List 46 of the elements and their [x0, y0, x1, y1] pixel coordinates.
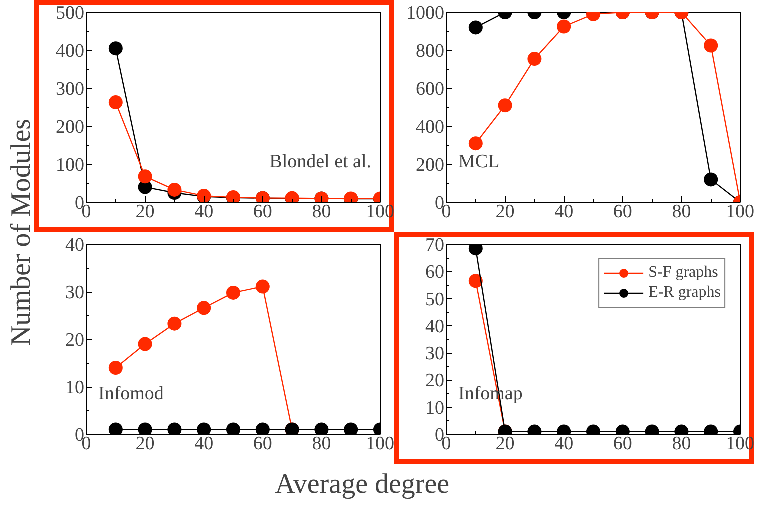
x-tick-label: 20 — [496, 202, 515, 222]
x-tick-label: 80 — [312, 434, 332, 454]
legend-label: E-R graphs — [648, 284, 721, 302]
y-tick-label: 10 — [66, 378, 84, 398]
x-tick-label: 40 — [194, 202, 214, 222]
y-tick-label: 600 — [416, 79, 444, 100]
x-tick-label: 80 — [672, 434, 692, 454]
x-tick-label: 60 — [253, 202, 272, 222]
y-tick-label: 200 — [56, 117, 84, 138]
y-tick-label: 40 — [66, 235, 84, 256]
x-tick-label: 80 — [672, 202, 692, 222]
annotation: Infomod — [98, 384, 164, 404]
x-tick-label: 80 — [312, 202, 332, 222]
x-tick-label: 60 — [613, 434, 632, 454]
x-axis-title: Average degree — [275, 468, 450, 500]
y-tick-label: 10 — [426, 398, 444, 419]
y-tick-label: 40 — [426, 316, 444, 338]
x-tick-label: 40 — [554, 202, 574, 222]
y-tick-label: 50 — [426, 289, 444, 310]
x-tick-label: 100 — [726, 202, 754, 222]
y-tick-label: 200 — [416, 155, 444, 176]
y-tick-label: 400 — [56, 41, 84, 62]
y-tick-label: 70 — [426, 235, 444, 256]
annotation: Blondel et al. — [270, 152, 372, 172]
y-tick-label: 400 — [416, 117, 444, 138]
x-tick-label: 40 — [194, 434, 214, 454]
y-tick-label: 100 — [56, 155, 84, 176]
y-tick-label: 800 — [416, 41, 444, 62]
y-tick-label: 30 — [66, 282, 84, 304]
y-tick-label: 500 — [56, 3, 84, 24]
x-tick-label: 40 — [554, 434, 574, 454]
y-tick-label: 20 — [426, 370, 444, 392]
x-tick-label: 20 — [136, 434, 155, 454]
x-tick-label: 60 — [613, 202, 632, 222]
x-tick-label: 60 — [253, 434, 272, 454]
x-tick-label: 20 — [496, 434, 515, 454]
y-axis-title: Number of Modules — [6, 118, 38, 346]
y-tick-label: 30 — [426, 344, 444, 365]
y-tick-label: 60 — [426, 262, 444, 284]
x-tick-label: 20 — [136, 202, 155, 222]
annotation: MCL — [458, 152, 500, 172]
x-tick-label: 100 — [366, 434, 394, 454]
legend-label: S-F graphs — [648, 264, 718, 282]
y-tick-label: 20 — [66, 330, 84, 351]
y-tick-label: 1000 — [406, 3, 444, 24]
y-tick-label: 300 — [56, 79, 84, 100]
